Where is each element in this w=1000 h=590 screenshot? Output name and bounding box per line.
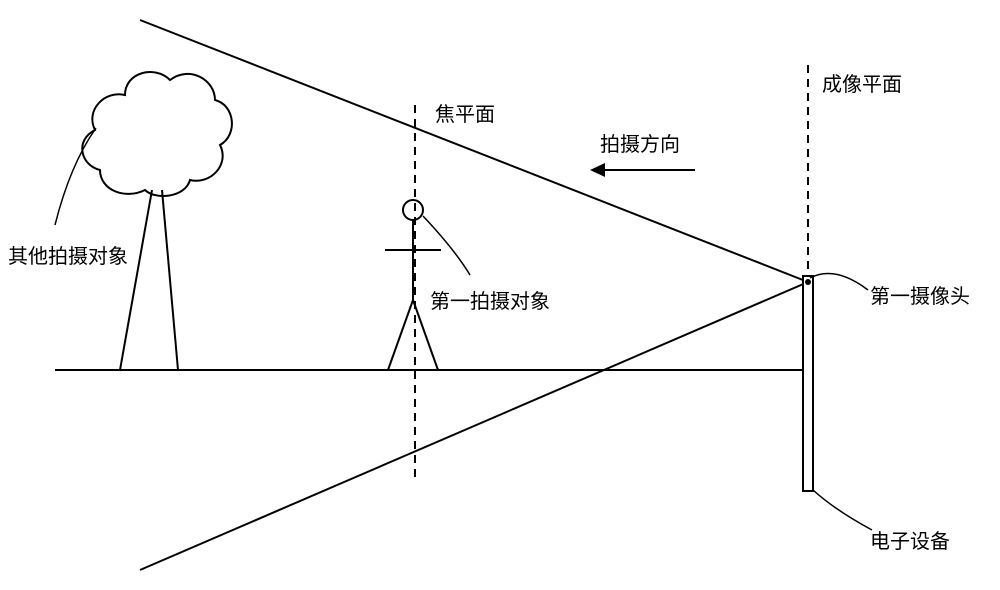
- leader-other-subject: [55, 128, 96, 225]
- leader-first-subject: [423, 216, 470, 275]
- label-imaging-plane: 成像平面: [822, 68, 902, 97]
- leader-first-camera: [810, 274, 868, 290]
- camera-point: [805, 279, 811, 285]
- label-other-subject: 其他拍摄对象: [8, 240, 128, 269]
- label-first-camera: 第一摄像头: [870, 280, 970, 309]
- direction-arrow-head: [590, 163, 605, 177]
- label-first-subject: 第一拍摄对象: [430, 285, 550, 314]
- tree-canopy: [82, 72, 232, 196]
- label-electronic-device: 电子设备: [870, 525, 950, 554]
- tree-trunk: [120, 190, 178, 370]
- label-focal-plane: 焦平面: [435, 98, 495, 127]
- fov-upper-line: [140, 20, 808, 282]
- fov-lower-line: [140, 282, 808, 570]
- label-shooting-direction: 拍摄方向: [600, 128, 680, 157]
- leader-electronic-device: [813, 490, 872, 530]
- device-rect: [803, 276, 813, 491]
